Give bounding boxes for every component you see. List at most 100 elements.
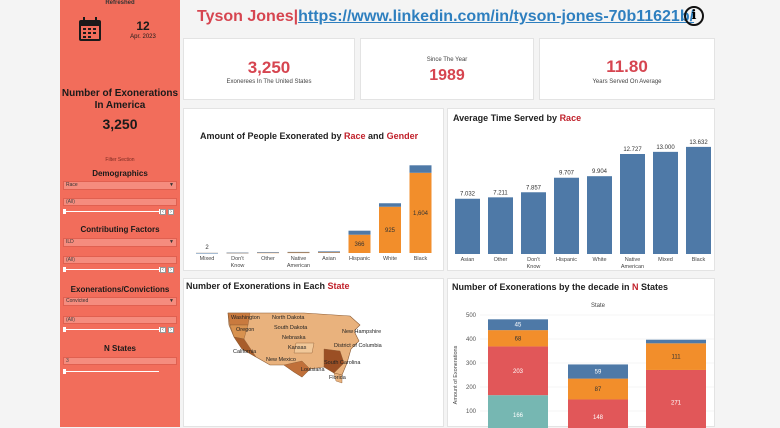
title-highlight: State (327, 281, 350, 291)
n-states-slider[interactable] (63, 368, 165, 374)
tick-label: Other (494, 257, 508, 263)
bar (488, 197, 513, 254)
title-text: Number of Exonerations in Each (186, 281, 328, 291)
bar (226, 252, 249, 254)
title-highlight: Race (559, 113, 582, 123)
bar-segment (568, 399, 628, 428)
prev-button[interactable]: ‹ (160, 209, 166, 215)
data-label: 59 (595, 370, 602, 376)
refreshed-label: Refreshed (105, 0, 135, 6)
n-states-label: N States (103, 344, 136, 353)
factors-dropdown[interactable]: ILD ▼ (63, 238, 177, 247)
race-gender-title: Amount of People Exonerated by Race and … (200, 131, 418, 141)
bar-segment (488, 395, 548, 428)
bar (409, 172, 432, 253)
factors-slider[interactable] (63, 266, 165, 272)
tick-label: Know (527, 264, 541, 270)
exonerations-slider[interactable] (63, 326, 165, 332)
tick-label: White (592, 257, 606, 263)
kpi-label: Years Served On Average (592, 79, 662, 85)
title-text: Number of Exonerations by the decade in (452, 282, 633, 292)
next-button[interactable]: › (168, 327, 174, 333)
bar (620, 154, 645, 254)
data-label: 9.904 (592, 169, 608, 175)
title-text: Average Time Served by (453, 113, 560, 123)
factors-all-filter[interactable]: (All) (63, 256, 177, 264)
slider-handle[interactable] (63, 327, 66, 332)
kpi-label: Since The Year (426, 57, 468, 63)
avg-time-title: Average Time Served by Race (453, 113, 581, 123)
kpi-card-exonerees: 3,250 Exonerees In The United States (183, 38, 355, 100)
data-label: 7.032 (460, 192, 476, 198)
tick-label: Native (291, 256, 307, 262)
decade-title: Number of Exonerations by the decade in … (452, 282, 668, 292)
demographics-all-filter[interactable]: (All) (63, 198, 177, 206)
bar (455, 198, 480, 254)
data-label: 13.000 (656, 145, 675, 151)
next-button[interactable]: › (168, 209, 174, 215)
bar-segment (646, 369, 706, 428)
slider-handle[interactable] (63, 267, 66, 272)
next-button[interactable]: › (168, 267, 174, 273)
bar (587, 176, 612, 254)
state-label: Louisiana (301, 367, 325, 373)
prev-button[interactable]: ‹ (160, 327, 166, 333)
data-label: 203 (513, 369, 524, 375)
chevron-down-icon: ▼ (169, 182, 174, 188)
state-shape (283, 360, 311, 378)
state-map-title: Number of Exonerations in Each State (186, 281, 350, 291)
data-label: 271 (671, 400, 682, 406)
state-label: South Dakota (274, 325, 308, 331)
tick-label: American (287, 263, 310, 269)
slider-handle[interactable] (63, 369, 66, 374)
exonerations-convictions-label: Exonerations/Convictions (70, 285, 170, 294)
tick-label: 400 (466, 337, 477, 343)
data-label: 366 (354, 242, 365, 248)
exonerations-dropdown[interactable]: Convicted ▼ (63, 297, 177, 306)
state-label: New Mexico (266, 357, 296, 363)
filter-sidebar: Refreshed 12 Apr. 2023 Number of Exonera… (60, 0, 180, 427)
data-label: 45 (515, 323, 522, 329)
tick-label: 300 (466, 361, 477, 367)
linkedin-link[interactable]: https://www.linkedin.com/in/tyson-jones-… (298, 8, 695, 25)
bar (196, 252, 218, 254)
tick-label: Black (414, 256, 428, 262)
title-text: Amount of People Exonerated by (200, 131, 345, 141)
bar (348, 234, 371, 253)
data-label: 68 (515, 336, 522, 342)
state-label: North Dakota (272, 315, 305, 321)
n-states-input[interactable]: 3 (63, 357, 177, 365)
tick-label: Native (625, 257, 641, 263)
demographics-slider[interactable] (63, 208, 165, 214)
title-text: States (638, 282, 669, 292)
bar-segment (568, 364, 628, 379)
bar-segment (488, 346, 548, 396)
state-label: New Hampshire (342, 329, 381, 335)
demographics-value: Race (66, 182, 78, 188)
kpi-value: 3,250 (247, 58, 291, 77)
page-title: Tyson Jones|https://www.linkedin.com/in/… (197, 8, 694, 26)
demographics-dropdown[interactable]: Race ▼ (63, 181, 177, 190)
title-highlight: N (632, 282, 639, 292)
tick-label: Mixed (200, 256, 215, 262)
tick-label: Mixed (658, 257, 673, 263)
data-label: 7.857 (526, 185, 542, 191)
bar (653, 151, 678, 254)
prev-button[interactable]: ‹ (160, 267, 166, 273)
author-name: Tyson Jones (197, 8, 294, 25)
slider-handle[interactable] (63, 209, 66, 214)
info-icon[interactable]: i (684, 6, 704, 26)
tick-label: White (383, 256, 397, 262)
axis-label: Amount of Exonerations (453, 345, 459, 404)
race-gender-panel: Amount of People Exonerated by Race and … (183, 108, 444, 271)
exonerations-all-filter[interactable]: (All) (63, 316, 177, 324)
chevron-down-icon: ▼ (169, 239, 174, 245)
kpi-card-years-served: 11.80 Years Served On Average (539, 38, 715, 100)
kpi-card-since-year: Since The Year 1989 (360, 38, 534, 100)
data-label: 87 (595, 387, 602, 393)
bar-segment (488, 330, 548, 347)
us-map[interactable]: Washington North Dakota Oregon South Dakota… (184, 279, 445, 428)
bar-segment (568, 378, 628, 400)
